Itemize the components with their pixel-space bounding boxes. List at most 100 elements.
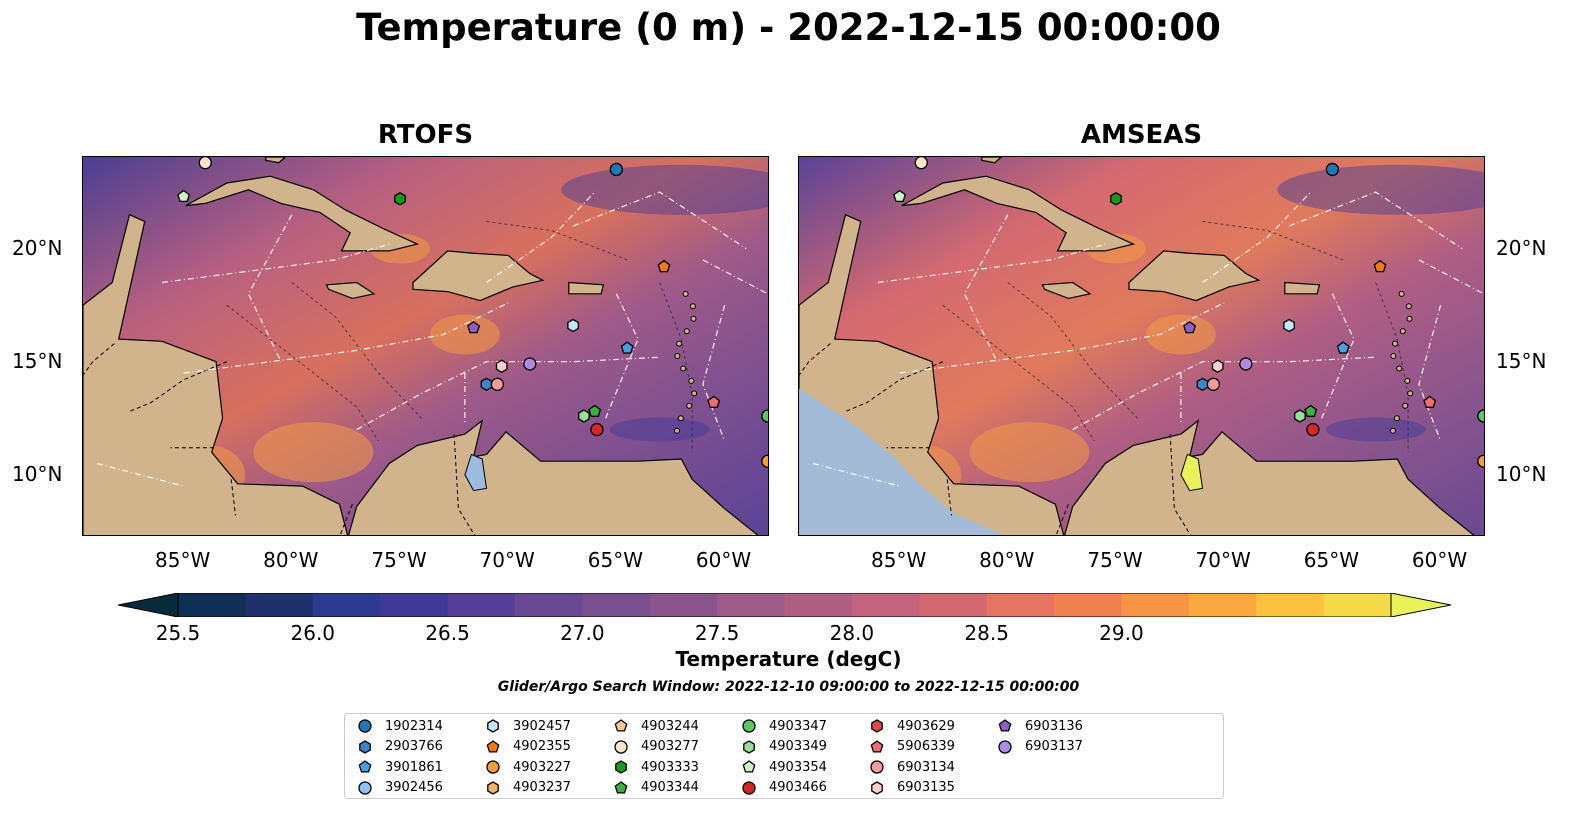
hexagon-marker-icon <box>487 780 499 795</box>
float-marker-4903347[interactable] <box>761 409 769 423</box>
legend-label: 6903135 <box>897 780 955 795</box>
x-tick-label: 65°W <box>587 548 643 572</box>
legend-item: 4902355 <box>485 739 571 755</box>
legend-item: 4903349 <box>741 739 827 755</box>
map-panel-rtofs[interactable] <box>82 156 769 536</box>
float-marker-6903135[interactable] <box>1211 359 1224 373</box>
land-hispaniola <box>412 250 545 302</box>
float-marker-4902355[interactable] <box>1373 259 1387 273</box>
land-florida <box>265 157 287 164</box>
float-marker-4903333[interactable] <box>394 192 406 206</box>
pentagon-marker-icon <box>358 760 372 773</box>
float-marker-1902314[interactable] <box>1325 162 1340 177</box>
map-canvas <box>799 157 1485 535</box>
x-tick-label: 80°W <box>263 548 319 572</box>
land-puertorico <box>568 281 605 295</box>
land-south-america <box>348 418 759 535</box>
float-marker-2903766[interactable] <box>480 377 493 392</box>
legend-marker-5906339 <box>870 739 884 753</box>
legend-marker-4903333 <box>615 760 627 774</box>
float-marker-4903277[interactable] <box>914 157 928 170</box>
legend-marker-6903134 <box>870 760 884 774</box>
float-marker-6903134[interactable] <box>1206 377 1221 391</box>
legend-item: 5906339 <box>869 739 955 755</box>
float-marker-4903347[interactable] <box>1477 409 1485 423</box>
float-marker-4903349[interactable] <box>578 409 590 423</box>
float-legend: 1902314 2903766 3901861 3902456 3902457 49023… <box>344 713 1224 799</box>
float-marker-4903349[interactable] <box>1294 409 1306 423</box>
panel-title-amseas: AMSEAS <box>1080 120 1203 150</box>
float-marker-4903354[interactable] <box>177 189 191 203</box>
map-panel-amseas[interactable] <box>798 156 1485 536</box>
x-tick-label: 60°W <box>695 548 752 572</box>
land-jamaica <box>325 281 376 300</box>
float-marker-4903333[interactable] <box>1110 192 1122 206</box>
float-marker-4903344[interactable] <box>1304 404 1318 417</box>
colorbar-tick-label: 27.0 <box>560 621 605 645</box>
float-marker-4903354[interactable] <box>893 189 907 203</box>
hexagon-marker-icon <box>743 739 755 754</box>
float-marker-4903227[interactable] <box>761 454 769 468</box>
x-tick-label: 60°W <box>1411 548 1468 572</box>
float-marker-6903135[interactable] <box>495 359 508 373</box>
y-tick-label-left: 20°N <box>12 235 63 260</box>
y-tick-label-right: 20°N <box>1496 235 1547 260</box>
legend-marker-4903466 <box>742 780 756 795</box>
float-marker-2903766[interactable] <box>1196 377 1209 392</box>
legend-marker-6903136 <box>998 719 1012 732</box>
x-tick-label: 85°W <box>154 548 211 572</box>
legend-label: 4903333 <box>641 759 699 775</box>
legend-marker-4903347 <box>742 719 756 733</box>
legend-item: 3902456 <box>357 780 443 796</box>
legend-marker-4903244 <box>614 719 628 732</box>
colorbar-tick-label: 26.5 <box>425 621 470 645</box>
hexagon-marker-icon <box>615 760 627 774</box>
colorbar <box>118 593 1451 617</box>
float-marker-4903344[interactable] <box>588 404 602 417</box>
legend-label: 6903137 <box>1025 739 1083 754</box>
legend-marker-6903137 <box>998 739 1012 754</box>
hexagon-marker-icon <box>359 739 371 754</box>
legend-label: 4903237 <box>513 780 571 795</box>
float-marker-6903137[interactable] <box>523 357 537 371</box>
legend-item: 4903629 <box>869 718 955 734</box>
legend-marker-4903629 <box>871 719 883 733</box>
legend-item: 4903277 <box>613 739 699 755</box>
float-marker-6903137[interactable] <box>1239 357 1253 371</box>
float-marker-4903277[interactable] <box>198 157 212 170</box>
legend-label: 4903244 <box>641 718 699 734</box>
float-marker-5906339[interactable] <box>1423 395 1437 408</box>
float-marker-4903466[interactable] <box>1306 422 1320 437</box>
float-marker-3901861[interactable] <box>620 341 634 354</box>
float-marker-4903466[interactable] <box>590 422 604 437</box>
pentagon-marker-icon <box>742 760 756 773</box>
legend-item: 3902457 <box>485 718 571 734</box>
float-marker-6903136[interactable] <box>467 320 481 334</box>
y-tick-label-right: 15°N <box>1496 348 1547 373</box>
panel-title-rtofs: RTOFS <box>377 120 474 150</box>
search-window-text: Glider/Argo Search Window: 2022-12-10 09… <box>497 679 1080 695</box>
legend-marker-2903766 <box>359 739 371 754</box>
float-marker-1902314[interactable] <box>609 162 624 177</box>
float-marker-6903136[interactable] <box>1183 320 1197 334</box>
legend-label: 4903354 <box>769 759 827 775</box>
land-puertorico <box>1284 281 1321 295</box>
legend-label: 4903349 <box>769 739 827 754</box>
legend-label: 1902314 <box>385 718 443 734</box>
circle-marker-icon <box>742 780 756 795</box>
land-south-america <box>1064 418 1475 535</box>
float-marker-3901861[interactable] <box>1336 341 1350 354</box>
float-marker-6903134[interactable] <box>490 377 505 391</box>
legend-label: 4903277 <box>641 739 699 754</box>
land-jamaica <box>1041 281 1092 300</box>
float-marker-4902355[interactable] <box>657 259 671 273</box>
hexagon-marker-icon <box>487 719 499 733</box>
float-marker-4903227[interactable] <box>1477 454 1485 468</box>
float-marker-3902457[interactable] <box>1283 318 1295 333</box>
legend-marker-1902314 <box>358 719 372 733</box>
float-marker-3902457[interactable] <box>567 318 579 333</box>
legend-label: 4903347 <box>769 718 827 734</box>
float-marker-5906339[interactable] <box>707 395 721 408</box>
legend-item: 4903333 <box>613 759 699 775</box>
x-tick-label: 65°W <box>1303 548 1359 572</box>
